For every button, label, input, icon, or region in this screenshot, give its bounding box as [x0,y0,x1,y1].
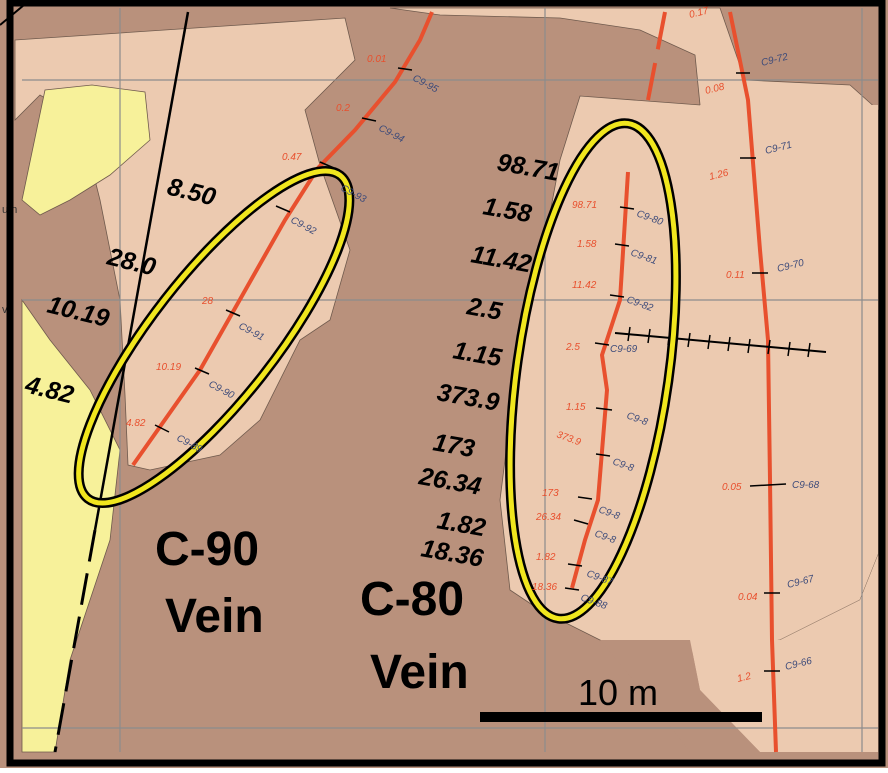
east-ticks [736,72,787,672]
east-sample-grade: 1.26 [708,167,730,182]
bedrock-lower-right [600,640,760,752]
east-sample-grade: 0.04 [738,592,758,603]
scale-bar [480,712,762,722]
fault-line-dashed [53,529,97,753]
c90-sample-grade: 0.47 [282,152,302,163]
c90-vein-name: C-90 [155,523,259,576]
c90-sample-grade: 28 [201,296,214,307]
c80-sample-id: C9-69 [610,344,638,355]
scale-bar-label: 10 m [578,672,658,713]
c90-highlight-ellipse [73,166,355,508]
c80-sample-grade: 98.71 [572,200,597,211]
c80-sample-grade: 2.5 [565,342,580,353]
c80-grade-label: 2.5 [464,292,505,326]
east-sample-grade: 0.05 [722,482,742,493]
c90-ticks [154,67,413,433]
c90-sample-grade: 10.19 [156,362,181,373]
yellow-unit-upper [21,84,151,216]
fault-line [93,11,190,531]
c80-sample-grade: 1.15 [566,402,586,413]
c80-sample-grade: 1.58 [577,239,597,250]
c80-dashed-top [646,11,667,101]
east-sample-id: C9-68 [792,480,820,491]
c90-sample-grade: 0.01 [367,54,386,65]
cross-section-line [614,332,827,353]
c80-ticks [564,206,635,591]
c80-vein-word: Vein [370,646,469,699]
c80-sample-grade: 11.42 [572,280,597,291]
c90-channel-line [131,11,434,467]
map-frame [6,0,886,767]
east-channel-line [728,11,778,753]
c90-sample-grade: 4.82 [126,418,146,429]
cross-section-ticks [627,326,811,358]
east-sample-grade: 0.08 [704,81,726,96]
east-sample-grade: 0.11 [726,270,745,281]
c90-vein-word: Vein [165,590,264,643]
c80-sample-grade: 18.36 [532,582,557,593]
c80-vein-name: C-80 [360,573,464,626]
c90-sample-grade: 0.2 [336,103,350,114]
c80-sample-grade: 1.82 [536,552,556,563]
east-sample-grade: 0.17 [688,5,710,20]
east-sample-grade: 1.2 [736,671,753,685]
outcrop-right-strip [690,105,878,752]
c80-sample-grade: 26.34 [535,512,561,523]
c80-highlight-ellipse [505,118,681,624]
c80-sample-grade: 173 [542,488,559,499]
frame-corner-cut [0,0,31,26]
c80-channel-line [570,171,630,589]
